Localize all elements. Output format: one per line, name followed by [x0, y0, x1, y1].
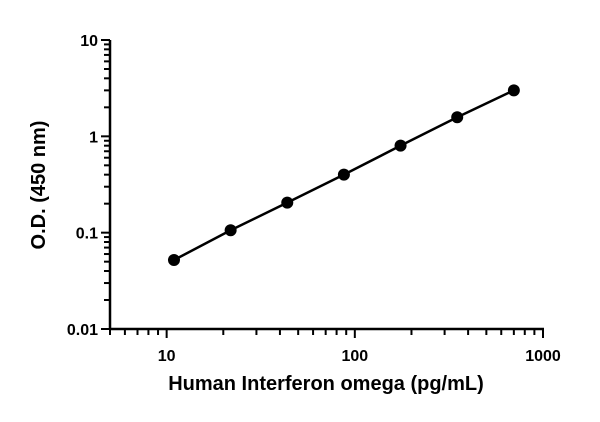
data-point — [167, 254, 180, 267]
y-tick-label: 0.1 — [76, 226, 98, 243]
axes — [101, 39, 544, 338]
y-tick-label: 1 — [89, 129, 98, 146]
data-point — [394, 139, 407, 152]
x-tick-label: 100 — [341, 348, 368, 365]
y-tick-label: 10 — [80, 33, 98, 50]
data-point — [281, 196, 294, 209]
x-axis-label: Human Interferon omega (pg/mL) — [168, 373, 484, 395]
data-point — [451, 111, 464, 124]
y-tick-label: 0.01 — [67, 322, 98, 339]
y-axis-label: O.D. (450 nm) — [28, 121, 50, 250]
data-point — [337, 168, 350, 181]
plot-area — [167, 84, 520, 267]
tick-labels: 10 100 1000 0.01 0.1 1 10 — [67, 33, 561, 365]
data-point — [507, 84, 520, 97]
x-tick-label: 1000 — [525, 348, 561, 365]
x-tick-label: 10 — [158, 348, 176, 365]
data-point — [224, 224, 237, 237]
